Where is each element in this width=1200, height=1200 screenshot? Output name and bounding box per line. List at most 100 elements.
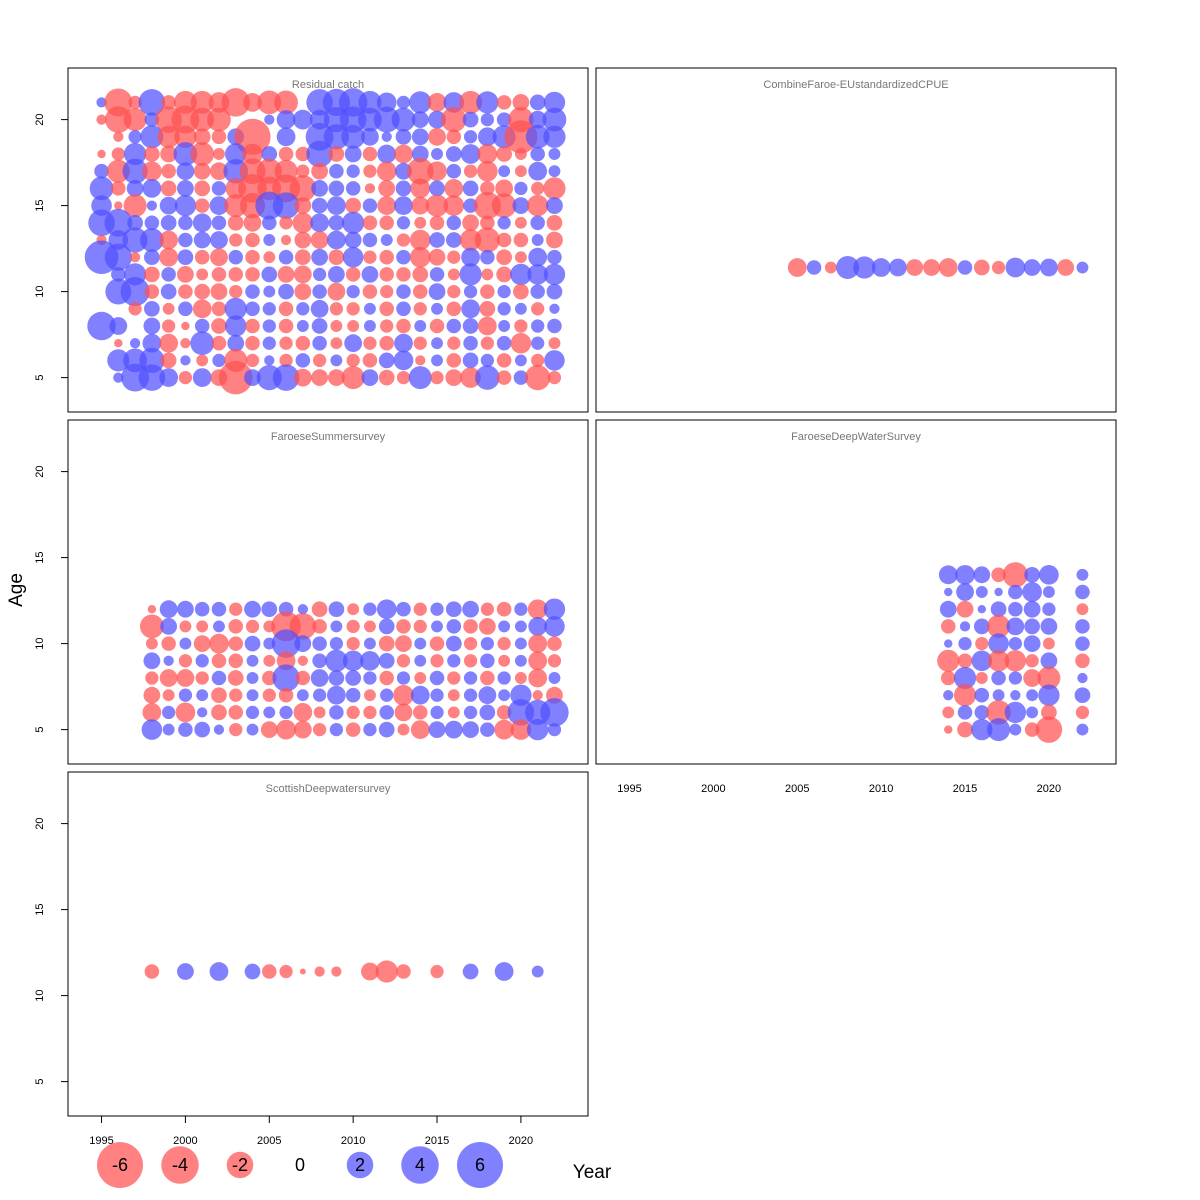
bubble-positive xyxy=(326,230,346,250)
bubble-negative xyxy=(496,266,512,283)
bubble-negative xyxy=(144,964,160,979)
bubble-negative xyxy=(293,368,312,387)
bubble-negative xyxy=(229,722,243,737)
bubble-negative xyxy=(376,161,397,182)
bubble-positive xyxy=(380,688,394,702)
bubble-positive xyxy=(544,350,565,371)
bubble-negative xyxy=(498,654,511,667)
panel-title: Residual catch xyxy=(292,79,364,91)
y-tick-label: 5 xyxy=(34,375,46,381)
bubble-positive xyxy=(1039,258,1058,277)
bubble-positive xyxy=(278,283,294,300)
bubble-negative xyxy=(159,669,178,687)
bubble-negative xyxy=(379,670,394,686)
bubble-negative xyxy=(328,249,345,266)
bubble-positive xyxy=(330,620,343,633)
bubble-negative xyxy=(195,671,209,685)
bubble-positive xyxy=(806,260,822,275)
bubble-negative xyxy=(379,301,394,317)
bubble-positive xyxy=(143,652,161,670)
bubble-negative xyxy=(447,689,460,702)
bubble-positive xyxy=(177,963,194,980)
bubble-positive xyxy=(272,664,300,692)
bubble-positive xyxy=(497,671,511,685)
bubble-positive xyxy=(463,130,478,144)
bubble-negative xyxy=(311,601,328,618)
bubble-negative xyxy=(378,369,395,386)
bubble-positive xyxy=(414,637,427,650)
bubble-positive xyxy=(498,165,511,178)
bubble-negative xyxy=(228,636,244,651)
bubble-positive xyxy=(245,705,260,720)
bubble-positive xyxy=(514,602,528,616)
bubble-positive xyxy=(549,303,560,314)
bubble-positive xyxy=(446,215,462,231)
bubble-positive xyxy=(446,163,462,179)
bubble-positive xyxy=(312,284,327,299)
bubble-positive xyxy=(312,335,327,351)
bubble-positive xyxy=(162,705,176,720)
bubble-positive xyxy=(543,91,566,114)
bubble-positive xyxy=(1042,586,1055,598)
x-tick-label: 2020 xyxy=(509,1135,533,1147)
bubble-negative xyxy=(940,619,956,634)
bubble-negative xyxy=(181,321,190,331)
bubble-positive xyxy=(196,689,209,702)
y-tick-label: 20 xyxy=(34,817,46,829)
bubble-negative xyxy=(1042,637,1055,650)
bubble-positive xyxy=(1008,636,1022,651)
bubble-negative xyxy=(380,319,394,333)
bubble-negative xyxy=(443,195,465,216)
bubble-negative xyxy=(496,95,512,110)
bubble-positive xyxy=(141,719,163,740)
bubble-negative xyxy=(510,332,532,354)
bubble-positive xyxy=(410,685,430,705)
bubble-positive xyxy=(971,650,993,672)
bubble-negative xyxy=(394,144,413,164)
bubble-positive xyxy=(1008,671,1022,685)
bubble-positive xyxy=(973,618,990,635)
bubble-negative xyxy=(190,90,214,114)
bubble-positive xyxy=(543,125,566,148)
bubble-positive xyxy=(510,263,532,286)
bubble-negative xyxy=(427,161,447,182)
bubble-negative xyxy=(293,720,312,739)
bubble-negative xyxy=(330,320,343,332)
bubble-positive xyxy=(312,636,327,651)
bubble-positive xyxy=(957,705,973,720)
bubble-negative xyxy=(145,671,159,685)
bubble-negative xyxy=(162,689,175,702)
bubble-positive xyxy=(496,335,512,351)
legend-bubble xyxy=(97,1142,143,1188)
bubble-positive xyxy=(391,107,416,132)
bubble-positive xyxy=(271,629,301,658)
y-tick-label: 5 xyxy=(34,1079,46,1085)
bubble-positive xyxy=(272,192,300,219)
bubble-positive xyxy=(393,350,414,371)
bubble-positive xyxy=(160,618,178,635)
bubble-negative xyxy=(194,249,210,265)
bubble-positive xyxy=(87,311,116,341)
bubble-negative xyxy=(942,706,955,719)
bubble-positive xyxy=(1008,601,1023,617)
bubble-negative xyxy=(278,146,294,162)
bubble-positive xyxy=(246,723,259,736)
bubble-negative xyxy=(514,216,527,229)
bubble-positive xyxy=(344,334,363,353)
bubble-negative xyxy=(295,670,311,686)
bubble-negative xyxy=(280,234,292,246)
bubble-positive xyxy=(429,180,445,197)
bubble-negative xyxy=(527,599,548,620)
bubble-positive xyxy=(958,636,972,651)
bubble-negative xyxy=(256,158,282,184)
bubble-negative xyxy=(210,162,228,181)
bubble-positive xyxy=(1076,723,1089,736)
bubble-positive xyxy=(396,671,411,685)
bubble-positive xyxy=(163,655,174,666)
bubble-negative xyxy=(178,370,193,385)
bubble-positive xyxy=(194,318,210,334)
bubble-negative xyxy=(480,284,495,299)
bubble-negative xyxy=(987,614,1011,638)
bubble-negative xyxy=(363,164,377,178)
bubble-positive xyxy=(294,635,312,652)
